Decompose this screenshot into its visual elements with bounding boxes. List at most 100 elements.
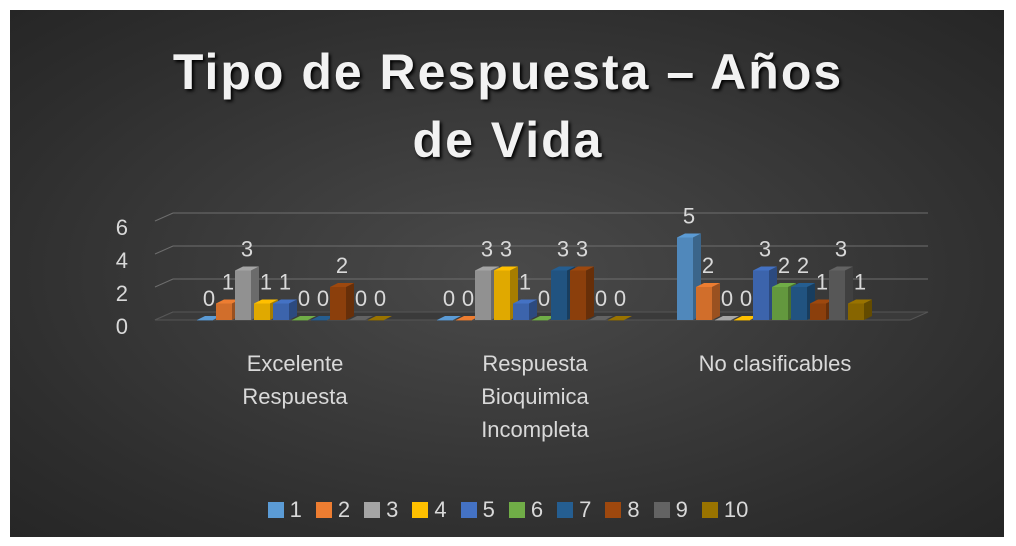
data-label: 0 bbox=[374, 286, 386, 311]
bar bbox=[456, 320, 472, 321]
data-label: 2 bbox=[336, 253, 348, 278]
data-label: 0 bbox=[355, 286, 367, 311]
legend-label: 4 bbox=[434, 497, 447, 522]
bar bbox=[848, 299, 872, 320]
bar-top bbox=[551, 266, 575, 271]
bar bbox=[197, 320, 213, 321]
bar bbox=[330, 287, 346, 320]
bar-top bbox=[753, 266, 777, 271]
bar bbox=[513, 303, 529, 320]
legend-label: 9 bbox=[675, 497, 688, 522]
bar bbox=[254, 303, 270, 320]
bar bbox=[349, 316, 373, 321]
bar bbox=[368, 320, 384, 321]
data-label: 0 bbox=[203, 286, 215, 311]
bar-side bbox=[529, 299, 537, 320]
y-tick-label: 6 bbox=[116, 215, 128, 240]
legend-item: 2 bbox=[315, 497, 351, 523]
bar bbox=[677, 233, 701, 320]
data-label: 3 bbox=[835, 237, 847, 262]
legend-swatch bbox=[605, 502, 622, 518]
data-label: 0 bbox=[595, 286, 607, 311]
bar-side bbox=[712, 283, 720, 320]
bar bbox=[791, 283, 815, 320]
legend-item: 6 bbox=[508, 497, 543, 523]
bar bbox=[589, 316, 613, 321]
bar-top bbox=[254, 299, 278, 304]
bar bbox=[456, 316, 480, 321]
bar-top bbox=[715, 316, 739, 320]
grid-line bbox=[154, 212, 928, 222]
data-label: 3 bbox=[481, 237, 493, 262]
bar-top bbox=[349, 316, 373, 320]
x-tick-label: Respuesta Bioquimica Incompleta bbox=[481, 351, 589, 442]
bar bbox=[829, 270, 845, 320]
legend-swatch bbox=[460, 502, 477, 518]
bar-top bbox=[235, 266, 259, 271]
bar-top bbox=[456, 316, 480, 320]
bar-top bbox=[513, 299, 537, 304]
bar bbox=[570, 270, 586, 320]
data-label: 0 bbox=[443, 286, 455, 311]
legend-label: 3 bbox=[386, 497, 399, 522]
legend-label: 5 bbox=[482, 497, 495, 522]
bar bbox=[292, 320, 308, 321]
bar bbox=[197, 316, 221, 321]
data-label: 3 bbox=[576, 237, 588, 262]
legend-item: 1 bbox=[267, 497, 302, 523]
chart-title: Tipo de Respuesta – Años de Vida bbox=[172, 44, 844, 168]
bar bbox=[532, 316, 556, 321]
x-tick-label: No clasificables bbox=[698, 351, 852, 376]
bar bbox=[349, 320, 365, 321]
bar bbox=[570, 266, 594, 320]
bar bbox=[608, 320, 624, 321]
legend-swatch bbox=[508, 502, 525, 518]
bar bbox=[734, 320, 750, 321]
bar-top bbox=[273, 299, 297, 304]
legend: 1 2 3 4 5 6 7 8 9 10 bbox=[0, 497, 1016, 523]
legend-label: 8 bbox=[627, 497, 640, 522]
bar bbox=[848, 303, 864, 320]
bar bbox=[677, 237, 693, 320]
bar bbox=[810, 303, 826, 320]
bar-side bbox=[586, 266, 594, 320]
bar bbox=[589, 320, 605, 321]
legend-label: 10 bbox=[723, 497, 749, 522]
bar-top bbox=[810, 299, 834, 304]
data-label: 0 bbox=[317, 286, 329, 311]
bar-top bbox=[772, 283, 796, 287]
data-label: 1 bbox=[854, 270, 866, 295]
data-label: 0 bbox=[614, 286, 626, 311]
bar-top bbox=[197, 316, 221, 320]
bar bbox=[772, 287, 788, 320]
bar bbox=[292, 316, 316, 321]
y-tick-label: 2 bbox=[116, 281, 128, 306]
bar bbox=[608, 316, 632, 321]
bar bbox=[235, 266, 259, 320]
bar-top bbox=[829, 266, 853, 271]
bar-top bbox=[677, 233, 701, 238]
bar-top bbox=[311, 316, 335, 320]
data-label: 3 bbox=[759, 237, 771, 262]
bar bbox=[330, 283, 354, 320]
bar bbox=[715, 316, 739, 321]
data-label: 5 bbox=[683, 204, 695, 229]
bar bbox=[273, 303, 289, 320]
bar-top bbox=[608, 316, 632, 320]
bar-top bbox=[734, 316, 758, 320]
bar bbox=[494, 270, 510, 320]
legend-item: 10 bbox=[701, 497, 749, 523]
legend-label: 7 bbox=[579, 497, 592, 522]
bar-top bbox=[437, 316, 461, 320]
bar bbox=[513, 299, 537, 320]
legend-swatch bbox=[653, 502, 670, 518]
data-label: 0 bbox=[462, 286, 474, 311]
bar bbox=[532, 320, 548, 321]
bar bbox=[216, 303, 232, 320]
legend-label: 2 bbox=[337, 497, 351, 522]
bar-side bbox=[864, 299, 872, 320]
data-label: 0 bbox=[740, 286, 752, 311]
bar-side bbox=[346, 283, 354, 320]
